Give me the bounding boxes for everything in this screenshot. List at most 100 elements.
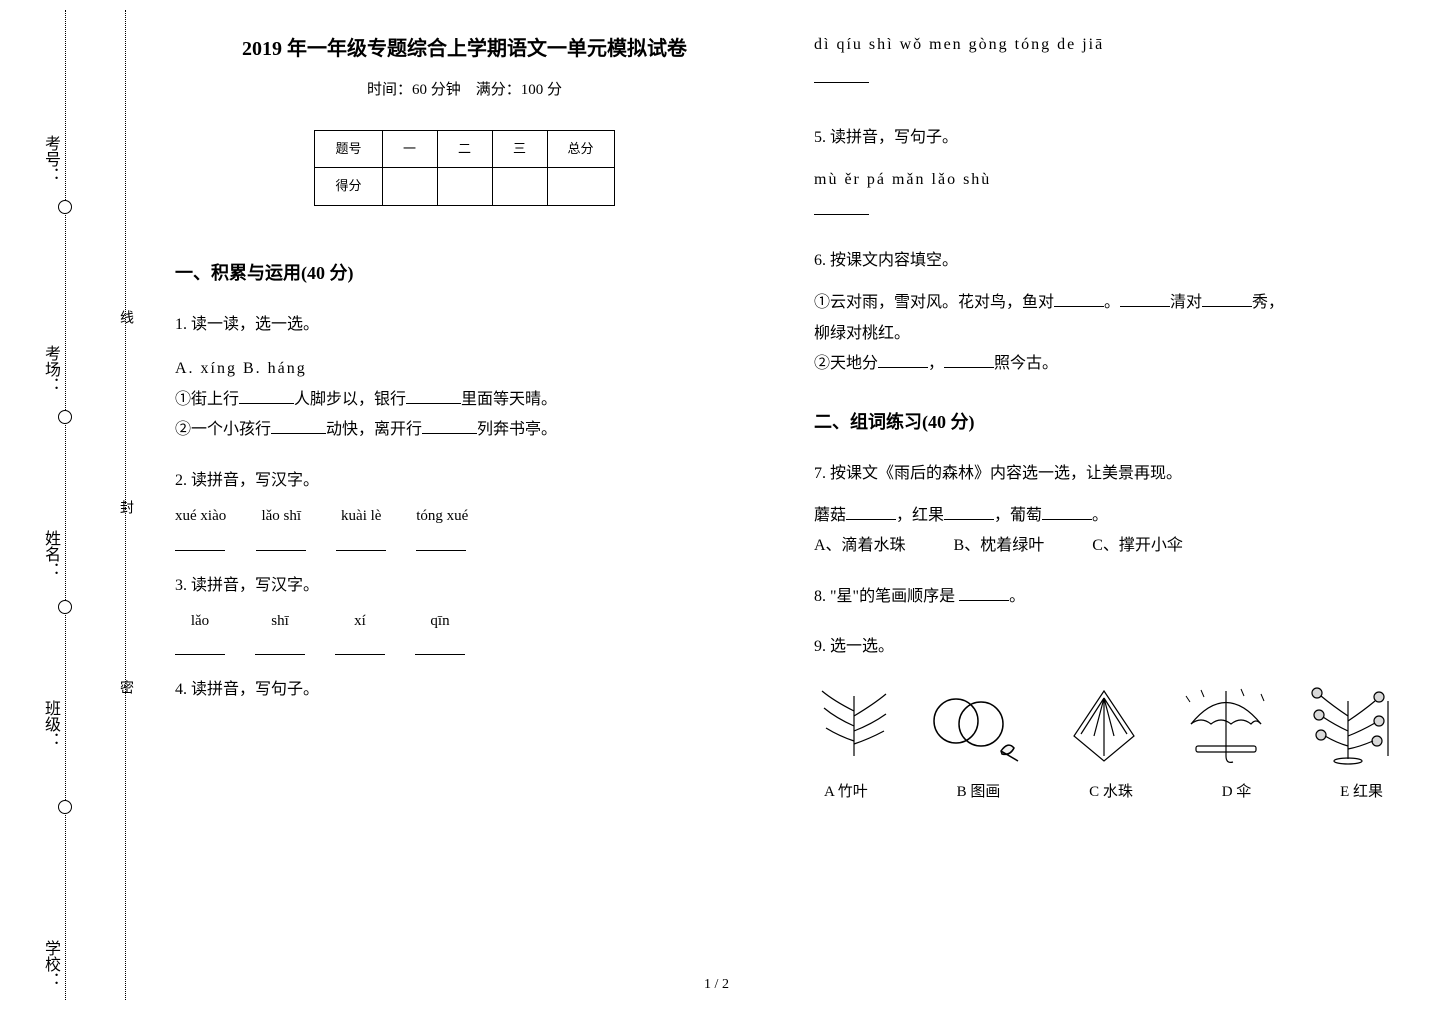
blank — [846, 504, 896, 520]
pinyin-item: xué xiào — [175, 502, 226, 551]
text: 列奔书亭。 — [477, 421, 557, 438]
blank — [422, 418, 477, 434]
q5-pinyin: mù ěr pá mǎn lǎo shù — [814, 165, 1393, 195]
pinyin-item: xí — [335, 607, 385, 656]
text: 。 — [1104, 294, 1120, 311]
question-3: 3. 读拼音，写汉字。 lǎo shī xí qīn — [175, 571, 754, 656]
text: ①街上行 — [175, 391, 239, 408]
td-blank — [382, 168, 437, 206]
pinyin: lǎo shī — [256, 502, 306, 531]
q1-line1: ①街上行人脚步以，银行里面等天晴。 — [175, 385, 754, 415]
th-1: 一 — [382, 130, 437, 168]
q3-items: lǎo shī xí qīn — [175, 607, 754, 656]
blank — [256, 533, 306, 551]
question-7: 7. 按课文《雨后的森林》内容选一选，让美景再现。 蘑菇 ，红果 ，葡萄 。 A、滴着… — [814, 459, 1393, 562]
th-num: 题号 — [315, 130, 382, 168]
blank — [1202, 291, 1252, 307]
th-total: 总分 — [547, 130, 614, 168]
label-class: 班级： — [38, 700, 62, 748]
pinyin-item: tóng xué — [416, 502, 468, 551]
binding-hole — [58, 200, 72, 214]
label-exam-room: 考场： — [38, 345, 62, 393]
pinyin: xué xiào — [175, 502, 226, 531]
pinyin-item: shī — [255, 607, 305, 656]
q9-stem: 9. 选一选。 — [814, 632, 1393, 662]
pinyin: shī — [255, 607, 305, 636]
pinyin: lǎo — [175, 607, 225, 636]
section-1-heading: 一、积累与运用(40 分) — [175, 256, 754, 290]
blank — [1054, 291, 1104, 307]
q3-stem: 3. 读拼音，写汉字。 — [175, 571, 754, 601]
q7-line1: 蘑菇 ，红果 ，葡萄 。 — [814, 501, 1393, 531]
binding-hole — [58, 410, 72, 424]
q7-opts: A、滴着水珠 B、枕着绿叶 C、撑开小伞 — [814, 531, 1393, 561]
q6-line3: ②天地分，照今古。 — [814, 349, 1393, 379]
blank — [406, 388, 461, 404]
question-1: 1. 读一读，选一选。 A. xíng B. háng ①街上行人脚步以，银行里… — [175, 310, 754, 446]
th-2: 二 — [437, 130, 492, 168]
text: 清对 — [1170, 294, 1202, 311]
text: 8. "星"的笔画顺序是 — [814, 588, 959, 605]
exam-subtitle: 时间：60 分钟 满分：100 分 — [175, 76, 754, 105]
pinyin: qīn — [415, 607, 465, 636]
q1-options: A. xíng B. háng — [175, 354, 754, 384]
q1-stem: 1. 读一读，选一选。 — [175, 310, 754, 340]
binding-sidebar: 考号： 考场： 姓名： 班级： 学校： 线 封 密 — [0, 0, 150, 1011]
label-a: A 竹叶 — [824, 778, 868, 807]
blank — [1120, 291, 1170, 307]
blank — [271, 418, 326, 434]
question-9: 9. 选一选。 — [814, 632, 1393, 806]
q6-line1: ①云对雨，雪对风。花对鸟，鱼对。清对秀， — [814, 288, 1393, 318]
text: ②一个小孩行 — [175, 421, 271, 438]
binding-hole — [58, 600, 72, 614]
umbrella-icon — [1181, 686, 1271, 766]
label-c: C 水珠 — [1089, 778, 1133, 807]
q7-stem: 7. 按课文《雨后的森林》内容选一选，让美景再现。 — [814, 459, 1393, 489]
text: 蘑菇 — [814, 507, 846, 524]
waterdrop-icon — [1059, 686, 1149, 766]
q6-line2: 柳绿对桃红。 — [814, 319, 1393, 349]
q6-stem: 6. 按课文内容填空。 — [814, 246, 1393, 276]
page-number: 1 / 2 — [704, 977, 729, 993]
text: 。 — [1092, 507, 1108, 524]
section-2-heading: 二、组词练习(40 分) — [814, 405, 1393, 439]
td-blank — [492, 168, 547, 206]
question-5: 5. 读拼音，写句子。 mù ěr pá mǎn lǎo shù — [814, 123, 1393, 226]
q2-items: xué xiào lǎo shī kuài lè tóng xué — [175, 502, 754, 551]
text: 。 — [1009, 588, 1025, 605]
score-table: 题号 一 二 三 总分 得分 — [314, 130, 614, 206]
pinyin: kuài lè — [336, 502, 386, 531]
blank — [944, 504, 994, 520]
page-content: 2019 年一年级专题综合上学期语文一单元模拟试卷 时间：60 分钟 满分：10… — [175, 30, 1393, 826]
binding-hole — [58, 800, 72, 814]
seal-label-xian: 线 — [115, 310, 135, 330]
q9-labels: A 竹叶 B 图画 C 水珠 D 伞 E 红果 — [814, 778, 1393, 807]
table-row: 得分 — [315, 168, 614, 206]
pinyin-item: lǎo shī — [256, 502, 306, 551]
blank — [814, 67, 869, 83]
dotted-line-inner — [65, 10, 66, 1000]
blank — [416, 533, 466, 551]
text: ， — [928, 355, 944, 372]
label-e: E 红果 — [1340, 778, 1383, 807]
text: ，红果 — [896, 507, 944, 524]
pinyin: tóng xué — [416, 502, 468, 531]
pinyin-item: lǎo — [175, 607, 225, 656]
blank — [1042, 504, 1092, 520]
pinyin-item: kuài lè — [336, 502, 386, 551]
th-3: 三 — [492, 130, 547, 168]
question-8: 8. "星"的笔画顺序是 。 — [814, 582, 1393, 612]
text: 人脚步以，银行 — [294, 391, 406, 408]
blank — [415, 637, 465, 655]
pinyin-item: qīn — [415, 607, 465, 656]
q4-pinyin: dì qíu shì wǒ men gòng tóng de jiā — [814, 30, 1393, 60]
text: ①云对雨，雪对风。花对鸟，鱼对 — [814, 294, 1054, 311]
blank — [335, 637, 385, 655]
table-row: 题号 一 二 三 总分 — [315, 130, 614, 168]
exam-title: 2019 年一年级专题综合上学期语文一单元模拟试卷 — [175, 30, 754, 68]
text: ，葡萄 — [994, 507, 1042, 524]
label-b: B 图画 — [957, 778, 1001, 807]
q9-images — [814, 681, 1393, 766]
pinyin: xí — [335, 607, 385, 636]
left-column: 2019 年一年级专题综合上学期语文一单元模拟试卷 时间：60 分钟 满分：10… — [175, 30, 754, 826]
